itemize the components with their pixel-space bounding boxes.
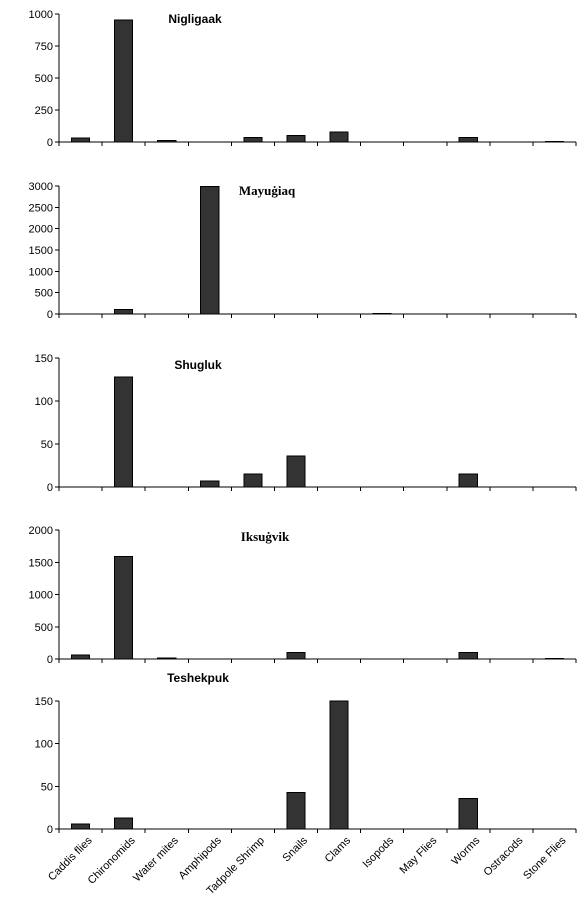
y-tick-label: 2000: [29, 525, 53, 537]
y-tick-label: 1000: [29, 266, 53, 278]
y-tick-label: 50: [41, 781, 53, 793]
bar-worms: [458, 473, 478, 488]
y-tick-label: 100: [35, 396, 53, 408]
bar-caddis-flies: [70, 823, 91, 830]
panel-title: Mayuġiaq: [239, 183, 296, 198]
y-tick-label: 50: [41, 439, 53, 451]
bar-amphipods: [200, 480, 220, 488]
bar-clams: [329, 131, 349, 143]
bar-snails: [286, 791, 306, 830]
bar-snails: [286, 135, 306, 143]
bar-stone-flies: [544, 140, 565, 143]
y-tick-label: 150: [35, 696, 53, 708]
panel-title: Iksuġvik: [241, 529, 290, 544]
y-tick-label: 1500: [29, 245, 53, 257]
y-tick-label: 0: [47, 137, 53, 149]
category-label: Isopods: [361, 834, 397, 870]
y-tick-label: 0: [47, 482, 53, 494]
y-tick-label: 1000: [29, 9, 53, 21]
category-label: Worms: [449, 834, 482, 867]
bar-clams: [329, 700, 349, 830]
bar-stone-flies: [544, 657, 565, 660]
y-tick-label: 3000: [29, 181, 53, 193]
bar-tadpole-shrimp: [243, 137, 263, 143]
y-tick-label: 0: [47, 654, 53, 666]
y-tick-label: 500: [35, 622, 53, 634]
bar-worms: [458, 797, 478, 830]
bar-tadpole-shrimp: [243, 473, 263, 488]
y-tick-label: 150: [35, 353, 53, 365]
y-tick-label: 500: [35, 288, 53, 300]
bar-snails: [286, 652, 306, 660]
bar-chironomids: [114, 308, 134, 315]
bar-caddis-flies: [70, 137, 91, 143]
y-tick-label: 2000: [29, 224, 53, 236]
panel-title: Shugluk: [174, 358, 222, 372]
y-tick-label: 0: [47, 824, 53, 836]
bar-worms: [458, 137, 478, 143]
y-tick-label: 250: [35, 105, 53, 117]
category-label: Stone Flies: [521, 834, 569, 882]
bar-worms: [458, 652, 478, 660]
bar-water-mites: [157, 657, 177, 660]
bar-amphipods: [200, 185, 220, 315]
panel-title: Teshekpuk: [167, 671, 229, 685]
bar-chironomids: [114, 555, 134, 660]
bar-isopods: [372, 312, 392, 315]
y-tick-label: 500: [35, 73, 53, 85]
bar-chironomids: [114, 376, 134, 488]
y-tick-label: 0: [47, 309, 53, 321]
panel-title: Nigligaak: [168, 12, 222, 26]
y-tick-label: 1000: [29, 590, 53, 602]
category-label: Snails: [280, 834, 310, 864]
category-label: May Flies: [398, 834, 440, 876]
bar-chironomids: [114, 19, 134, 143]
bar-water-mites: [157, 139, 177, 143]
category-label: Ostracods: [482, 834, 526, 878]
bar-snails: [286, 455, 306, 488]
y-tick-label: 1500: [29, 557, 53, 569]
category-label: Water mites: [131, 834, 181, 884]
y-tick-label: 2500: [29, 202, 53, 214]
bar-chironomids: [114, 817, 134, 830]
y-tick-label: 750: [35, 41, 53, 53]
category-label: Clams: [323, 834, 354, 865]
bar-caddis-flies: [70, 654, 91, 660]
y-tick-label: 100: [35, 739, 53, 751]
